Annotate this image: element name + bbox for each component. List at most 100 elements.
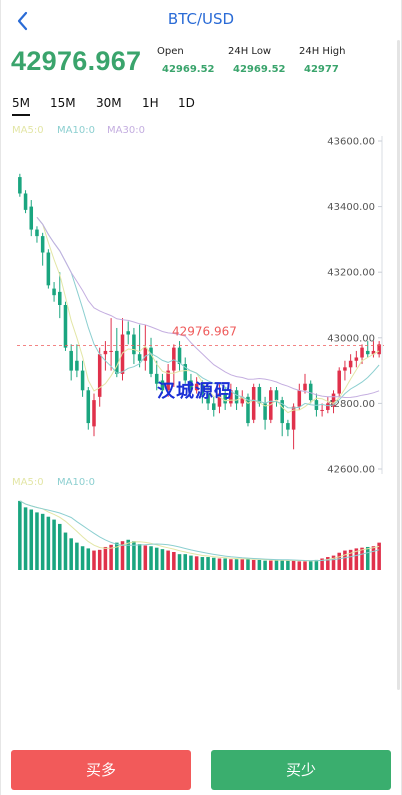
volume-bar [58, 523, 62, 570]
candle-body [331, 393, 336, 407]
volume-bar [132, 541, 136, 570]
open-value: 42969.52 [162, 64, 215, 75]
candle-body [320, 409, 324, 411]
buy-short-button[interactable]: 买少 [211, 750, 391, 790]
volume-bar [177, 554, 182, 570]
candle-body [343, 367, 347, 371]
volume-bar [308, 560, 313, 570]
candle-body [97, 354, 102, 397]
candle-body [211, 403, 216, 410]
back-button[interactable] [10, 8, 36, 34]
candle-body [86, 390, 91, 424]
volume-bar [63, 532, 68, 570]
volume-bar [166, 550, 170, 570]
chart-canvas: 43600.00 43400.00 43200.00 43000.00 42800.00… [17, 136, 384, 570]
candle-body [286, 423, 290, 430]
tab-1h[interactable]: 1H [142, 96, 159, 110]
volume-bar [143, 545, 148, 570]
candle-body [29, 206, 34, 230]
candle-body [80, 370, 85, 391]
tab-30m[interactable]: 30M [96, 96, 122, 110]
nav-bar: BTC/USD [0, 0, 402, 40]
volume-bar [97, 549, 102, 570]
candle-body [246, 396, 250, 424]
volume-bar [360, 547, 364, 570]
low-label: 24H Low [228, 46, 272, 57]
price-axis-tick-label: 42800.00 [327, 399, 375, 410]
volume-bar [246, 558, 250, 570]
candle-body [200, 383, 205, 394]
ma10-line [36, 216, 380, 409]
volume-ma10-legend: MA10:0 [57, 477, 95, 488]
scroll-indicator [397, 40, 400, 690]
volume-bar [183, 554, 188, 570]
candle-body [143, 347, 148, 361]
candle-body [377, 344, 381, 355]
candle-body [115, 350, 119, 374]
candle-body [189, 380, 193, 391]
page-title: BTC/USD [167, 10, 235, 28]
volume-bar [75, 542, 79, 570]
candle-body [274, 390, 279, 401]
volume-bar [154, 547, 159, 570]
candle-body [177, 347, 182, 365]
candle-body [69, 350, 73, 371]
candle-body [303, 383, 307, 391]
volume-bar [23, 507, 28, 570]
tab-5m[interactable]: 5M [12, 96, 30, 116]
candle-body [120, 334, 125, 374]
volume-bar [69, 538, 73, 570]
volume-bar [223, 558, 227, 570]
volume-bar [269, 560, 273, 570]
candle-body [251, 387, 256, 420]
volume-bar [211, 557, 216, 570]
volume-bar [46, 516, 51, 570]
volume-bar [331, 555, 336, 570]
low-value: 42969.52 [233, 64, 286, 75]
volume-bar [52, 519, 56, 570]
volume-bar [103, 546, 108, 570]
candle-body [348, 360, 353, 368]
tab-15m[interactable]: 15M [50, 96, 76, 110]
volume-bar [86, 548, 91, 570]
volume-ma5-legend: MA5:0 [12, 477, 44, 488]
candle-body [308, 383, 313, 401]
price-axis-tick-label: 42600.00 [327, 465, 375, 476]
candle-body [126, 331, 130, 335]
low-stat: 24H Low 42969.52 [228, 46, 286, 75]
tab-1d[interactable]: 1D [178, 96, 195, 110]
ma30-line [36, 216, 380, 399]
candle-body [360, 347, 364, 358]
volume-bar [160, 549, 165, 570]
ma5-line [36, 216, 380, 414]
last-price-label: 42976.967 [172, 324, 237, 338]
candle-body [58, 291, 62, 305]
candle-body [297, 390, 302, 407]
candle-body [166, 370, 170, 391]
candle-body [92, 400, 96, 427]
price-axis-tick-label: 43600.00 [327, 137, 375, 148]
candle-body [280, 400, 284, 424]
candle-body [75, 360, 79, 371]
volume-bar [206, 557, 210, 570]
high-label: 24H High [299, 46, 346, 57]
kline-chart[interactable]: MA5:0 MA10:0 MA30:0 MA5:0 MA10:0 43600.0… [0, 118, 402, 588]
candle-body [194, 383, 199, 391]
price-axis-tick-label: 43200.00 [327, 268, 375, 279]
candle-body [137, 354, 142, 361]
candle-body [183, 364, 188, 381]
volume-bar [371, 546, 376, 570]
candle-body [149, 347, 153, 374]
volume-bar [291, 560, 296, 570]
candle-body [172, 347, 176, 371]
candle-body [240, 396, 245, 404]
candle-body [206, 393, 210, 404]
candle-body [365, 350, 370, 355]
candle-body [35, 229, 39, 237]
volume-bar [365, 546, 370, 570]
volume-bar [377, 542, 381, 570]
volume-bar [92, 550, 96, 570]
volume-bar [286, 560, 290, 570]
buy-long-button[interactable]: 买多 [11, 750, 191, 790]
candle-body [103, 350, 108, 355]
